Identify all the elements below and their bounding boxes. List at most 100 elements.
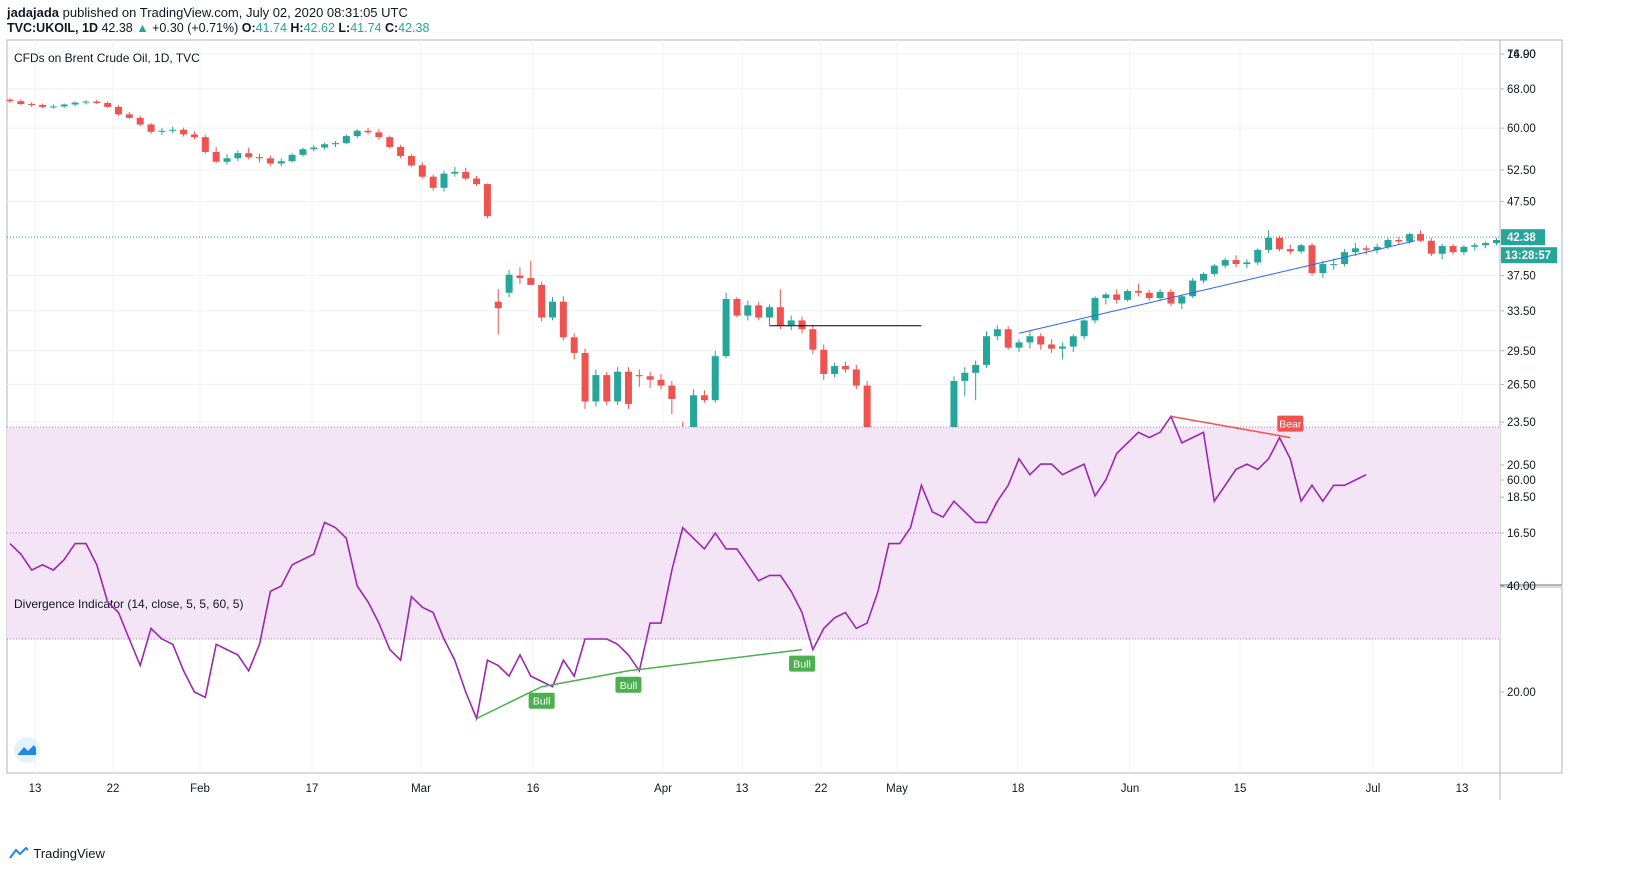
candle-body	[483, 184, 491, 217]
x-axis-tick-label: Jul	[1366, 783, 1381, 795]
y-axis-tick-label: 37.50	[1507, 271, 1536, 283]
candle-body	[299, 149, 307, 155]
candle-body	[1275, 237, 1283, 250]
candle-body	[180, 129, 188, 135]
candle-body	[624, 371, 632, 404]
y-axis-tick-label: 16.50	[1507, 528, 1536, 540]
open-label: O:	[241, 21, 256, 35]
candle-body	[1341, 252, 1349, 265]
candle-body	[1134, 290, 1142, 293]
last-price-badge	[1501, 229, 1545, 246]
bull-label: Bull	[793, 659, 811, 671]
blue-support-line[interactable]	[1018, 240, 1416, 334]
candle-body	[1200, 273, 1207, 281]
candle-body	[549, 301, 556, 318]
change-arrow-icon: ▲	[136, 21, 149, 35]
candle-body	[364, 130, 372, 133]
candle-body	[49, 106, 57, 108]
candle-body	[1145, 292, 1153, 299]
author-name[interactable]: jadajada	[7, 5, 60, 20]
candle-body	[516, 275, 524, 279]
candle-body	[972, 364, 980, 373]
candle-body	[1427, 240, 1435, 254]
y-axis-tick-label: 47.50	[1507, 196, 1536, 208]
candle-body	[1417, 234, 1424, 241]
bull-label-badge	[615, 676, 642, 693]
high-value: 42.62	[303, 21, 335, 35]
candle-body	[1330, 264, 1338, 266]
candle-body	[983, 336, 990, 365]
bear-label-badge	[1277, 415, 1304, 432]
candle-body	[1156, 291, 1164, 299]
candle-body	[581, 352, 589, 402]
candle-body	[169, 129, 177, 131]
candle-body	[1362, 248, 1370, 250]
candle-body	[1004, 329, 1012, 348]
candle-body	[494, 301, 502, 309]
x-axis-tick-label: 13	[29, 783, 42, 795]
low-label: L:	[338, 21, 351, 35]
candle-body	[28, 103, 36, 105]
chart-area[interactable]: 13 22 Feb 17 Mar 16 Apr 13 22 May 18 Jun 15 Jul 13 76.0…	[0, 0, 1627, 840]
candle-body	[1015, 342, 1023, 348]
candle-body	[462, 171, 470, 179]
last-price-badge-label: 42.38	[1507, 232, 1536, 244]
candle-body	[1395, 239, 1403, 242]
candle-body	[1124, 290, 1132, 300]
candle-body	[1178, 296, 1186, 304]
candle-body	[386, 137, 394, 147]
indicator-line	[9, 414, 1367, 722]
candle-body	[473, 178, 481, 185]
candle-body	[147, 124, 155, 132]
bull-divergence-line	[541, 670, 629, 688]
candle-body	[1048, 344, 1056, 349]
candle-body	[798, 320, 806, 330]
candle-body	[538, 284, 546, 318]
candle-body	[1069, 336, 1077, 347]
x-axis-tick-label: 22	[815, 783, 828, 795]
indicator-axis-tick-label: 60.00	[1507, 475, 1536, 487]
candle-body	[841, 366, 849, 370]
candle-body	[6, 99, 14, 102]
watermark-logo-shape	[18, 745, 36, 755]
y-axis-tick-label: 76.00	[1507, 49, 1536, 61]
candle-body	[1221, 260, 1229, 266]
candle-body	[93, 101, 101, 104]
candle-body	[1492, 239, 1500, 243]
candle-body	[104, 103, 112, 107]
candle-body	[1254, 249, 1262, 263]
close-label: C:	[384, 21, 399, 35]
last-price: 42.38	[101, 21, 133, 35]
candle-body	[310, 147, 318, 150]
candle-body	[60, 104, 68, 107]
x-axis-tick-label: Jun	[1121, 783, 1140, 795]
candle-body	[700, 395, 708, 401]
y-axis-tick-label: 14.90	[1507, 49, 1536, 61]
candle-body	[603, 375, 611, 402]
candle-body	[1438, 246, 1446, 254]
candle-body	[82, 101, 90, 103]
bear-divergence-line	[1170, 415, 1291, 439]
candle-body	[690, 395, 698, 432]
candle-body	[1232, 260, 1240, 265]
candle-body	[527, 278, 535, 285]
candle-body	[614, 371, 622, 402]
candle-body	[418, 165, 426, 177]
tradingview-footer[interactable]: TradingView	[8, 845, 105, 863]
candle-body	[570, 337, 578, 353]
candle-body	[1286, 249, 1294, 252]
candle-body	[342, 136, 350, 144]
y-axis-tick-label: 33.50	[1507, 306, 1536, 318]
y-axis-tick-label: 18.50	[1507, 492, 1536, 504]
candle-body	[1460, 246, 1468, 253]
candle-body	[353, 130, 361, 137]
y-axis-tick-label: 29.50	[1507, 346, 1536, 358]
symbol-header: TVC:UKOIL, 1D 42.38 ▲ +0.30 (+0.71%) O:4…	[7, 20, 429, 37]
candle-body	[993, 329, 1001, 337]
indicator-axis-tick-label: 40.00	[1507, 581, 1536, 593]
main-chart-title: CFDs on Brent Crude Oil, 1D, TVC	[14, 51, 200, 65]
x-axis-tick-label: 16	[527, 783, 540, 795]
candle-body	[1471, 245, 1479, 247]
candle-body	[451, 171, 459, 174]
price-change: +0.30 (+0.71%)	[152, 21, 239, 35]
